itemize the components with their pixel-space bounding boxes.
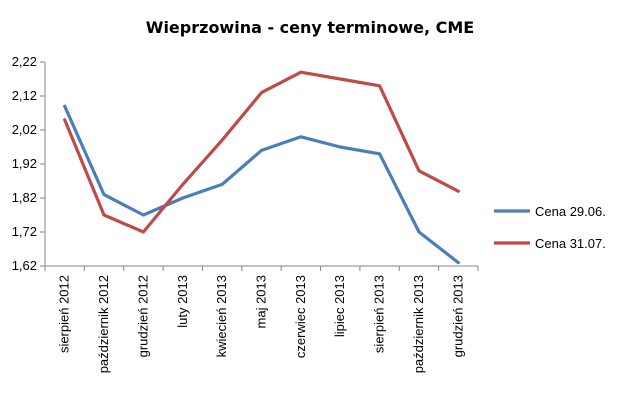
x-tick-label: maj 2013 [254, 275, 269, 328]
x-tick-label: październik 2013 [411, 275, 426, 373]
x-tick-label: sierpień 2013 [372, 275, 387, 353]
y-tick-label: 1,62 [12, 258, 37, 273]
y-tick-label: 2,02 [12, 122, 37, 137]
x-tick-label: luty 2013 [175, 275, 190, 328]
legend: Cena 29.06. Cena 31.07. [494, 204, 606, 251]
y-tick-label: 2,12 [12, 88, 37, 103]
chart-title: Wieprzowina - ceny terminowe, CME [146, 18, 474, 37]
x-tick-label: sierpień 2012 [57, 275, 72, 353]
series-layer [63, 70, 460, 265]
series-line-0 [63, 104, 460, 265]
series-line-1 [63, 70, 460, 234]
x-tick-label: grudzień 2012 [135, 275, 150, 357]
y-tick-label: 1,92 [12, 156, 37, 171]
y-tick-label: 1,72 [12, 224, 37, 239]
y-tick-label: 2,22 [12, 54, 37, 69]
x-axis-ticks: sierpień 2012 październik 2012 grudzień 20… [44, 266, 479, 373]
legend-label-1: Cena 31.07. [535, 236, 606, 251]
y-axis-ticks: 1,62 1,72 1,82 1,92 2,02 2,12 2,22 [12, 54, 45, 273]
x-tick-label: kwiecień 2013 [214, 275, 229, 357]
x-tick-label: październik 2012 [96, 275, 111, 373]
x-tick-label: czerwiec 2013 [293, 275, 308, 358]
legend-label-0: Cena 29.06. [535, 204, 606, 219]
x-tick-label: grudzień 2013 [450, 275, 465, 357]
x-tick-label: lipiec 2013 [332, 275, 347, 337]
y-tick-label: 1,82 [12, 190, 37, 205]
